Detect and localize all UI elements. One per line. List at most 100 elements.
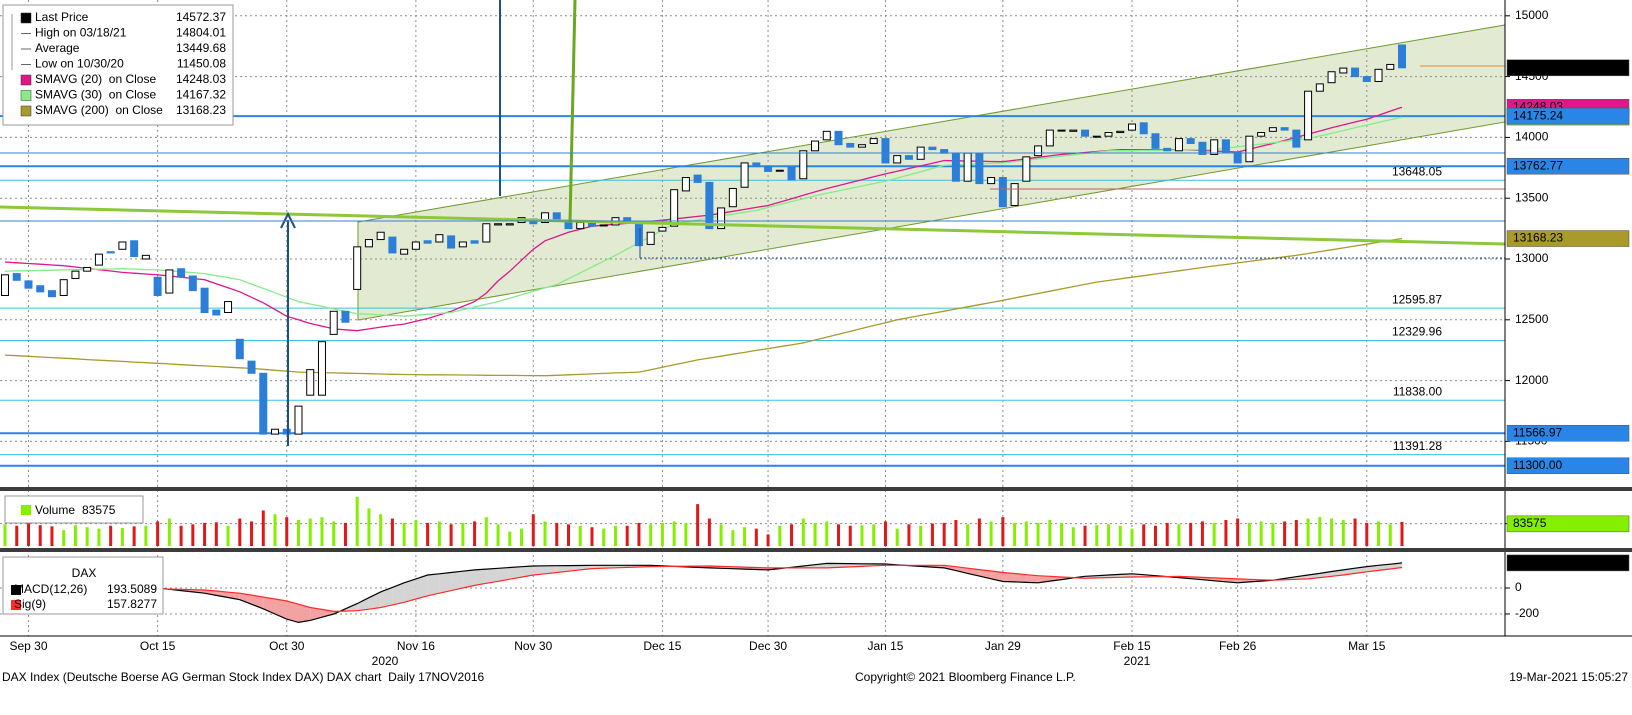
candle xyxy=(799,150,808,180)
legend-value: 193.5089 xyxy=(107,582,157,596)
volume-bar xyxy=(285,517,289,546)
macd-fill xyxy=(298,604,311,623)
volume-bar xyxy=(520,528,524,546)
candle xyxy=(857,144,866,148)
volume-bar xyxy=(484,517,488,546)
level-tag-label: 13762.77 xyxy=(1513,158,1563,172)
candle xyxy=(423,240,432,244)
volume-bar xyxy=(379,514,383,546)
candle xyxy=(83,267,92,272)
macd-fill xyxy=(1002,572,1015,582)
volume-bar xyxy=(1013,522,1017,546)
candle xyxy=(247,360,256,374)
candle xyxy=(12,273,21,281)
y-tick-label: 13000 xyxy=(1515,251,1549,265)
volume-bar xyxy=(1330,518,1334,546)
volume-bar xyxy=(1024,521,1028,546)
volume-bar xyxy=(1259,521,1263,546)
volume-bar xyxy=(707,518,711,546)
volume-bar xyxy=(942,522,946,546)
footer-description: DAX Index (Deutsche Boerse AG German Sto… xyxy=(2,670,485,684)
volume-bar xyxy=(895,528,899,546)
legend-label: MACD(12,26) xyxy=(14,582,87,596)
candle xyxy=(47,290,56,298)
volume-bar xyxy=(660,522,664,546)
volume-bar xyxy=(343,522,347,546)
legend-swatch xyxy=(20,105,32,117)
year-label: 2020 xyxy=(372,654,399,668)
x-tick-label: Nov 16 xyxy=(397,639,435,653)
volume-bar xyxy=(1189,522,1193,546)
candle xyxy=(904,155,913,160)
candle xyxy=(118,241,127,250)
volume-bar xyxy=(120,528,124,546)
candle xyxy=(752,162,761,168)
candle xyxy=(1127,123,1136,131)
candle xyxy=(728,187,737,208)
macd-fill xyxy=(415,575,428,600)
y-tick-label: 12500 xyxy=(1515,312,1549,326)
candle xyxy=(1362,76,1371,82)
volume-bar xyxy=(156,521,160,546)
fib-level-label: 12595.87 xyxy=(1392,292,1442,306)
fib-level-label: 11838.00 xyxy=(1393,384,1442,398)
candle xyxy=(1081,129,1090,137)
candle xyxy=(200,287,209,314)
volume-bar xyxy=(508,531,512,546)
x-tick-label: Oct 30 xyxy=(269,639,305,653)
candle xyxy=(1057,129,1066,132)
legend-value: 157.8277 xyxy=(107,597,157,611)
candle xyxy=(681,177,690,192)
volume-bar xyxy=(860,525,864,546)
volume-bar xyxy=(226,525,230,546)
macd-fill xyxy=(533,565,546,576)
volume-bar xyxy=(801,518,805,546)
volume-bar xyxy=(1001,517,1005,546)
candle xyxy=(869,138,878,144)
level-tag-label: 11566.97 xyxy=(1513,425,1562,439)
volume-bar xyxy=(613,525,617,546)
volume-bar xyxy=(1153,525,1157,546)
volume-bar xyxy=(250,521,254,546)
candle xyxy=(1233,151,1242,164)
candle xyxy=(693,174,702,183)
candle xyxy=(1092,135,1101,138)
fib-level-label: 12329.96 xyxy=(1392,325,1442,339)
candle xyxy=(646,231,655,245)
candle xyxy=(963,152,972,182)
candle xyxy=(822,130,831,141)
volume-bar xyxy=(825,521,829,546)
candle xyxy=(987,177,996,185)
candle xyxy=(36,285,45,293)
candle xyxy=(1104,132,1113,137)
volume-bar xyxy=(1107,524,1111,546)
volume-bar xyxy=(367,508,371,546)
volume-bar xyxy=(1048,520,1052,546)
volume-bar xyxy=(1341,520,1345,546)
panel-separator xyxy=(0,487,1632,491)
macd-fill xyxy=(556,565,569,573)
candle xyxy=(282,428,291,435)
volume-bar xyxy=(355,496,359,546)
volume-bar xyxy=(977,518,981,546)
candle xyxy=(294,405,303,435)
volume-bar xyxy=(97,528,101,546)
macd-fill xyxy=(392,582,405,605)
macd-tag-label: 193.5089 xyxy=(1513,555,1563,569)
candle xyxy=(177,268,186,278)
candle xyxy=(1315,83,1324,92)
volume-bar xyxy=(426,522,430,546)
candle xyxy=(71,270,80,279)
volume-bar xyxy=(214,522,218,546)
candle xyxy=(1116,130,1125,134)
candle xyxy=(670,189,679,227)
year-label: 2021 xyxy=(1124,654,1151,668)
volume-bar xyxy=(1083,525,1087,546)
volume-bar xyxy=(1247,522,1251,546)
candle xyxy=(1257,132,1266,137)
volume-bar xyxy=(3,524,7,546)
volume-bar xyxy=(590,527,594,546)
candle xyxy=(388,236,397,254)
volume-bar xyxy=(320,517,324,546)
volume-bar xyxy=(238,518,242,546)
